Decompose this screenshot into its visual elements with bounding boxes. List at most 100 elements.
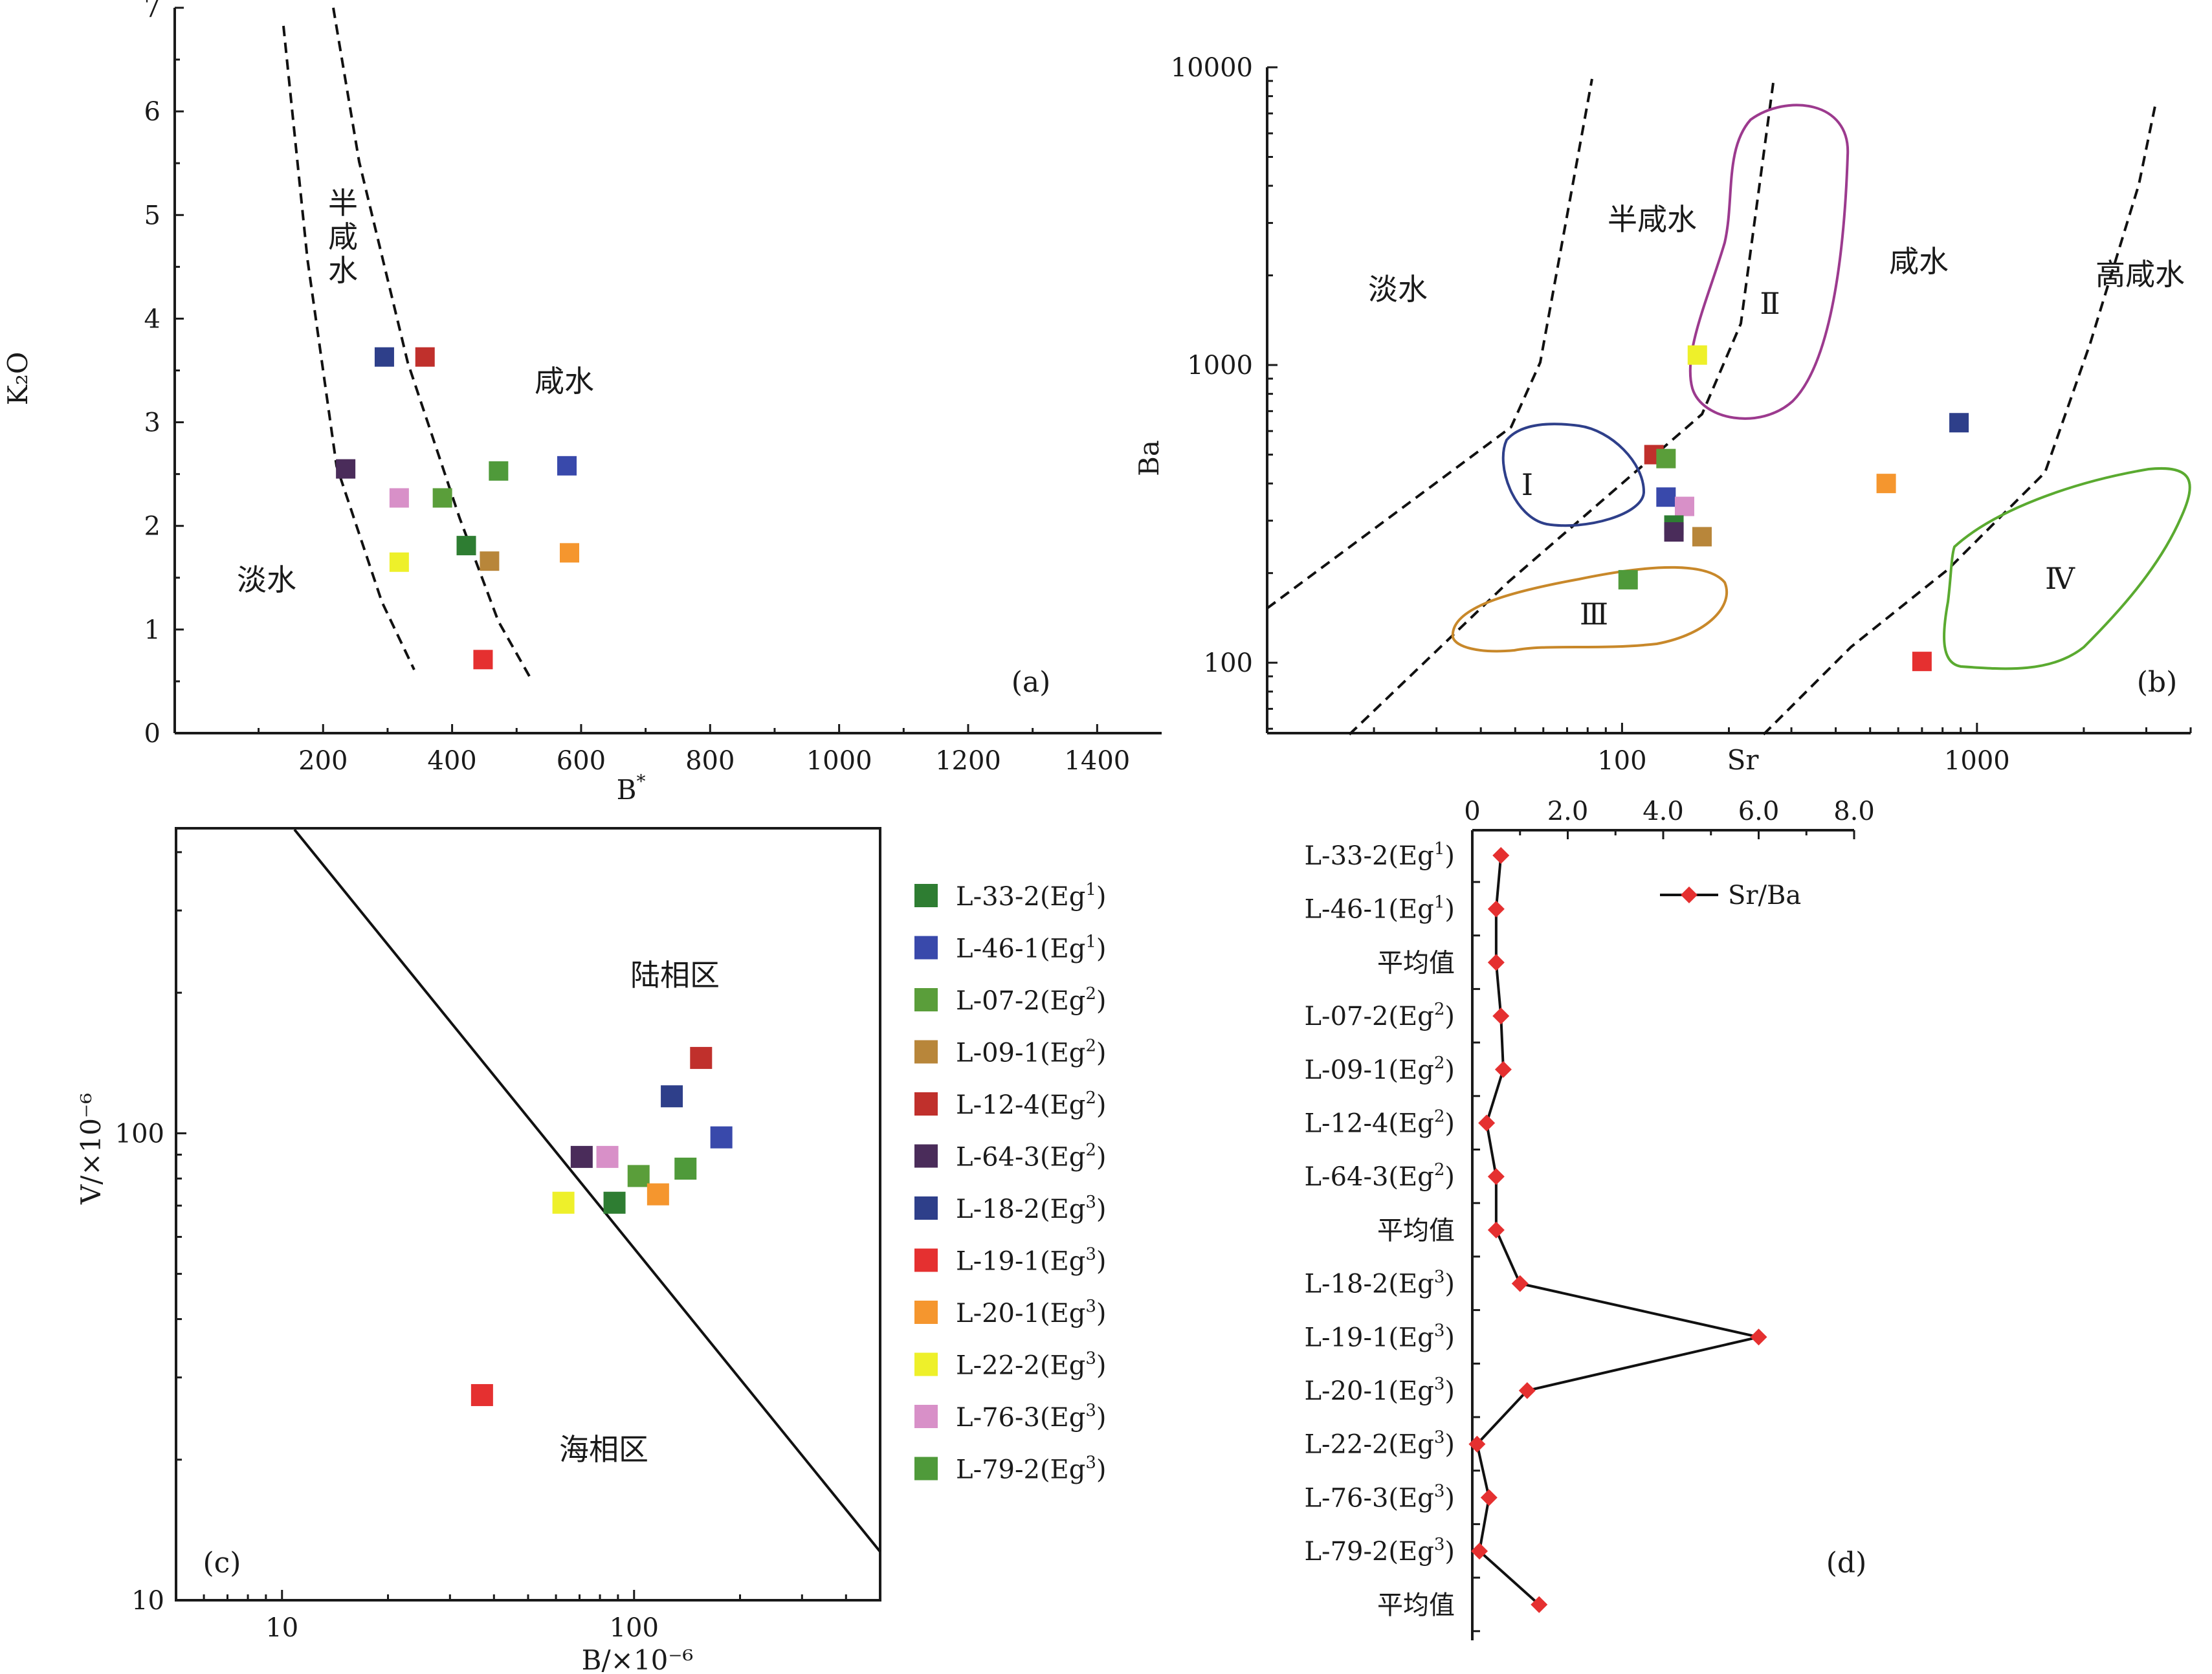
zone-label-brackish-char-a: 水	[328, 253, 358, 288]
category-label-d-sup: 2	[1434, 1107, 1445, 1127]
category-label-d-tail: )	[1444, 895, 1455, 925]
data-point-c-L-64-3	[570, 1145, 593, 1168]
x-axis-title-c: B/×10⁻⁶	[582, 1644, 694, 1674]
legend-label-L-33-2: L-33-2(Eg1)	[956, 880, 1107, 912]
category-label-d-tail: )	[1444, 1055, 1455, 1085]
legend-label-L-18-2: L-18-2(Eg3)	[956, 1193, 1107, 1224]
data-point-c-L-19-1	[470, 1383, 493, 1406]
category-label-d-sup: 3	[1434, 1428, 1445, 1448]
category-label-d: L-07-2(Eg2)	[1304, 1000, 1455, 1031]
x-axis-title-b: Sr	[1727, 744, 1760, 776]
category-label-d: 平均值	[1377, 1216, 1455, 1246]
category-label-d: L-12-4(Eg2)	[1304, 1107, 1455, 1139]
data-point-d	[1492, 847, 1510, 864]
category-label-d: L-09-1(Eg2)	[1304, 1053, 1455, 1085]
x-axis-title-a-base: B	[617, 774, 637, 806]
zone-label-brackish-char-a: 咸	[328, 219, 358, 254]
category-label-d-base: L-20-1(Eg	[1304, 1376, 1433, 1406]
legend-label-L-12-4-base: L-12-4(Eg	[956, 1090, 1085, 1120]
x-tick-label-a: 600	[557, 746, 606, 776]
category-label-d: 平均值	[1377, 1591, 1455, 1620]
data-point-b-L-46-1	[1656, 487, 1676, 507]
data-point-b-L-09-1	[1692, 527, 1712, 547]
data-point-d	[1531, 1596, 1548, 1613]
legend-label-L-09-1: L-09-1(Eg2)	[956, 1037, 1107, 1068]
category-label-d-base: L-07-2(Eg	[1304, 1002, 1433, 1031]
y-tick-label-a: 1	[144, 615, 160, 645]
data-point-b-L-18-2	[1949, 413, 1969, 433]
category-label-d-base: L-79-2(Eg	[1304, 1537, 1433, 1567]
zone-label-brackish-b: 半咸水	[1608, 202, 1697, 237]
boundary-brackish-saline-a	[332, 7, 531, 677]
category-label-d-sup: 1	[1434, 893, 1445, 912]
legend-label-L-07-2-tail: )	[1096, 986, 1107, 1016]
category-label-d-base: L-19-1(Eg	[1304, 1323, 1433, 1352]
category-label-d-sup: 2	[1434, 1053, 1445, 1073]
legend-swatch-L-33-2	[914, 884, 938, 907]
y-tick-label-c: 100	[115, 1119, 164, 1149]
x-tick-label-d: 2.0	[1547, 797, 1589, 826]
legend-label-L-64-3-base: L-64-3(Eg	[956, 1143, 1085, 1173]
data-point-a-L-12-4	[415, 347, 435, 367]
data-point-d	[1494, 1061, 1512, 1078]
category-label-d-sup: 3	[1434, 1481, 1445, 1501]
legend-label-L-46-1: L-46-1(Eg1)	[956, 932, 1107, 964]
field-label-I-b: Ⅰ	[1521, 467, 1533, 502]
x-tick-label-a: 1200	[935, 746, 1001, 776]
category-label-d: L-18-2(Eg3)	[1304, 1268, 1455, 1299]
series-line-sr-ba	[1476, 855, 1759, 1606]
zone-label-saline-a: 咸水	[535, 364, 594, 399]
legend-swatch-L-64-3	[914, 1144, 938, 1168]
zone-label-fresh-a: 淡水	[237, 562, 296, 597]
category-label-d-sup: 3	[1434, 1374, 1445, 1394]
legend-label-L-20-1-tail: )	[1096, 1299, 1107, 1328]
data-point-d	[1487, 1221, 1505, 1239]
y-tick-label-a: 3	[144, 408, 160, 438]
legend-swatch-L-46-1	[914, 936, 938, 960]
category-label-d-base: 平均值	[1377, 1216, 1455, 1246]
data-point-b-L-19-1	[1912, 652, 1932, 672]
data-point-d	[1480, 1489, 1498, 1506]
y-tick-label-a: 0	[144, 719, 160, 749]
data-point-c-L-79-2	[674, 1158, 697, 1180]
category-label-d-base: L-09-1(Eg	[1304, 1055, 1433, 1085]
legend-label-L-64-3: L-64-3(Eg2)	[956, 1141, 1107, 1173]
data-point-a-L-46-1	[557, 456, 577, 476]
data-point-d	[1518, 1382, 1536, 1399]
data-point-b-L-07-2	[1656, 448, 1676, 468]
legend-label-L-33-2-tail: )	[1096, 882, 1107, 912]
category-label-d-base: 平均值	[1377, 1591, 1455, 1620]
data-point-d	[1511, 1275, 1529, 1292]
category-label-d-base: L-46-1(Eg	[1304, 895, 1433, 925]
boundary-fresh-brackish-a	[282, 25, 415, 670]
data-point-a-L-22-2	[389, 552, 409, 572]
category-label-d: L-64-3(Eg2)	[1304, 1160, 1455, 1192]
x-axis-title-a: B*	[617, 771, 646, 806]
y-tick-label-b: 1000	[1187, 351, 1253, 380]
legend-label-L-07-2-sup: 2	[1085, 984, 1096, 1004]
legend: L-33-2(Eg1)L-46-1(Eg1)L-07-2(Eg2)L-09-1(…	[914, 880, 1107, 1485]
data-point-b-L-76-3	[1674, 496, 1694, 516]
y-axis-title-b: Ba	[1133, 440, 1165, 476]
legend-label-L-33-2-sup: 1	[1085, 880, 1096, 899]
field-II-outline-b	[1688, 104, 1850, 420]
legend-swatch-L-18-2	[914, 1196, 938, 1220]
boundary-line-c	[293, 828, 881, 1553]
field-IV-outline-b	[1943, 467, 2191, 670]
legend-label-L-22-2-sup: 3	[1085, 1349, 1096, 1369]
x-tick-label-a: 1400	[1064, 746, 1130, 776]
data-point-b-L-20-1	[1876, 474, 1896, 494]
legend-label-L-19-1-sup: 3	[1085, 1245, 1096, 1264]
category-label-d-sup: 1	[1434, 839, 1445, 859]
data-point-a-L-07-2	[432, 488, 452, 508]
category-label-d-tail: )	[1444, 1162, 1455, 1192]
legend-marker-d	[1681, 887, 1698, 903]
x-tick-label-a: 200	[298, 746, 348, 776]
boundary-2-b	[1348, 82, 1775, 736]
data-point-a-L-20-1	[560, 543, 579, 563]
category-label-d: L-46-1(Eg1)	[1304, 893, 1455, 925]
legend-label-L-76-3: L-76-3(Eg3)	[956, 1401, 1107, 1433]
